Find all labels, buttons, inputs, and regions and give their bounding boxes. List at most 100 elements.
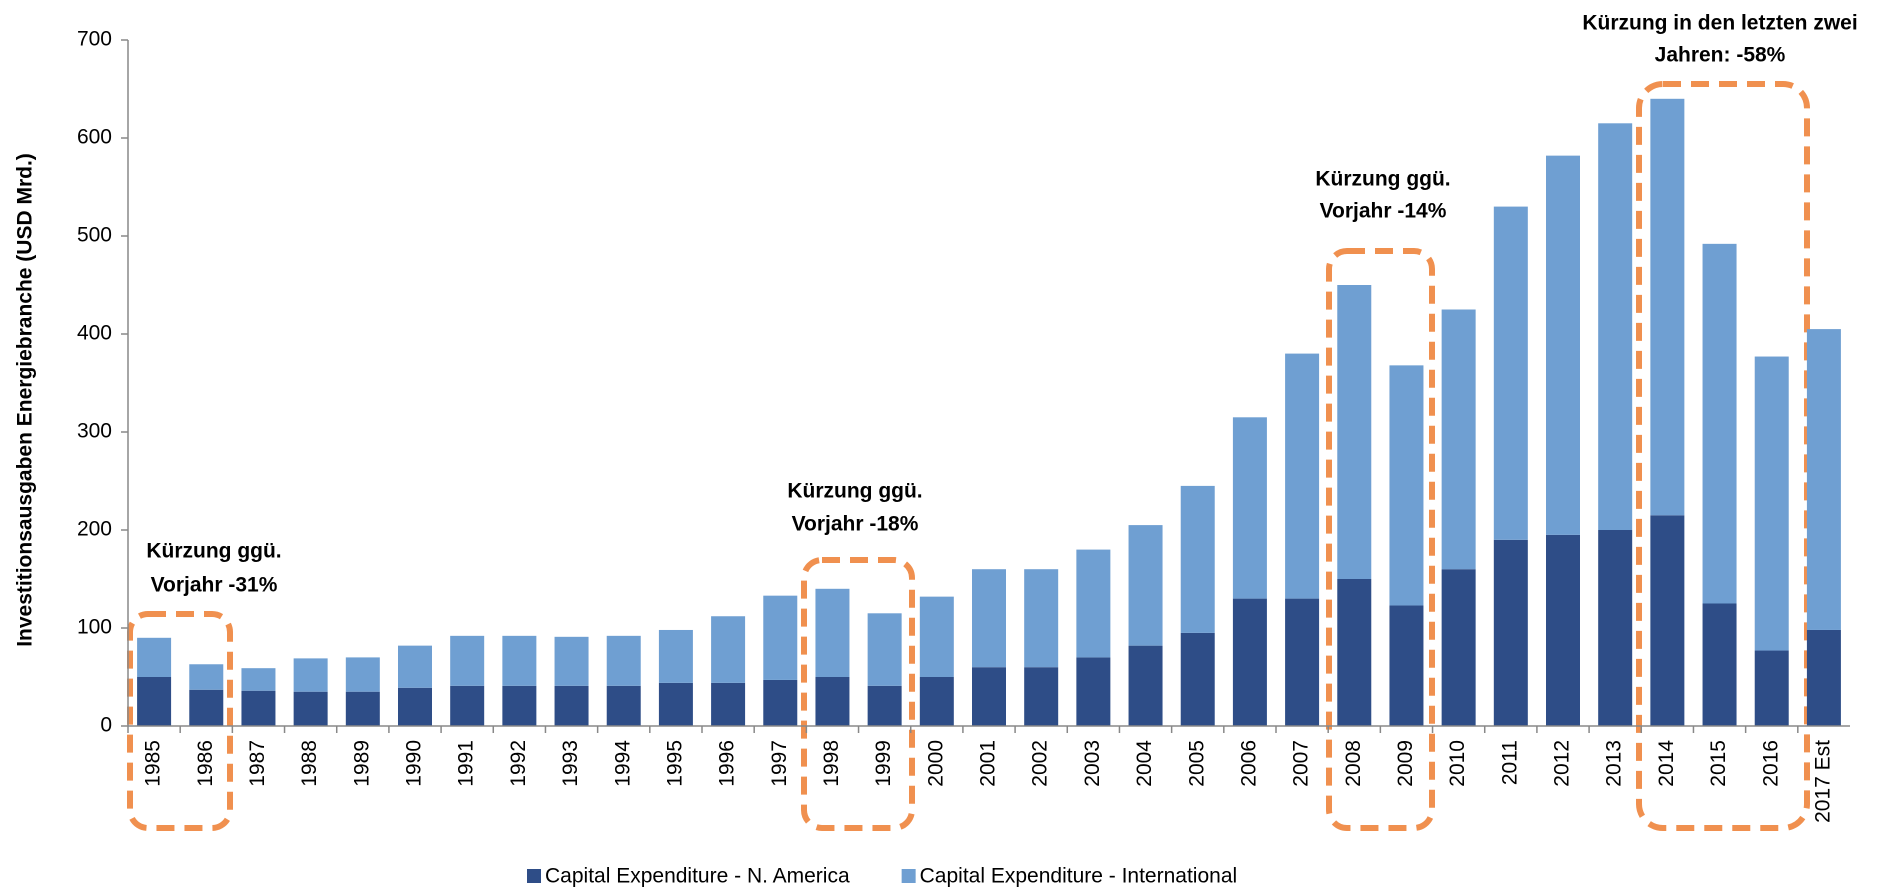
y-tick-label: 200 (77, 518, 112, 541)
bar-segment (293, 691, 328, 726)
bar-segment (189, 664, 224, 690)
legend-label: Capital Expenditure - International (920, 865, 1238, 888)
bar-segment (1754, 356, 1789, 651)
bar-segment (189, 689, 224, 726)
x-tick-label: 2008 (1342, 740, 1365, 787)
x-tick-label: 1999 (872, 740, 895, 787)
bar-segment (293, 658, 328, 692)
bar-segment (1024, 667, 1059, 726)
annotation: Vorjahr -31% (151, 574, 278, 597)
x-tick-label: 2013 (1603, 740, 1626, 787)
bar-segment (1232, 598, 1267, 726)
bar-segment (1754, 650, 1789, 726)
x-tick-label: 2002 (1029, 740, 1052, 787)
x-tick-label: 2010 (1446, 740, 1469, 787)
bar-segment (1806, 329, 1841, 630)
bar-segment (815, 588, 850, 677)
bar-segment (398, 687, 432, 726)
legend-label: Capital Expenditure - N. America (545, 865, 850, 888)
bar-segment (919, 596, 954, 677)
x-tick-label: 1993 (559, 740, 582, 787)
bar-segment (1806, 629, 1841, 726)
annotation: Kürzung ggü. (146, 540, 281, 563)
x-tick-label: 1989 (350, 740, 373, 787)
bar-segment (1389, 605, 1424, 726)
y-tick-label: 700 (77, 28, 112, 51)
bar-segment (1650, 98, 1685, 516)
x-tick-label: 1988 (298, 740, 321, 787)
bar-segment (763, 595, 798, 680)
bar-segment (1546, 155, 1580, 535)
bar-segment (1598, 123, 1633, 531)
x-tick-label: 1996 (716, 740, 739, 787)
x-tick-label: 2014 (1655, 740, 1678, 787)
x-tick-label: 1994 (611, 740, 634, 787)
x-tick-label: 1997 (768, 740, 791, 787)
bar-segment (502, 635, 537, 686)
y-tick-label: 400 (77, 322, 112, 345)
x-tick-label: 2003 (1081, 740, 1104, 787)
x-tick-label: 1985 (142, 740, 165, 787)
x-tick-label: 2007 (1290, 740, 1313, 787)
x-tick-label: 1986 (194, 740, 217, 787)
highlight-box (127, 611, 233, 831)
y-axis-label: Investitionsausgaben Energiebranche (USD… (14, 153, 37, 647)
bar-segment (1702, 603, 1737, 726)
bar-segment (1128, 525, 1163, 646)
bar-segment (919, 677, 954, 726)
bar-segment (658, 682, 693, 726)
bar-segment (241, 690, 276, 726)
bar-segment (1546, 534, 1580, 726)
bar-segment (1598, 530, 1633, 726)
bar-segment (606, 635, 641, 686)
x-tick-label: 2015 (1707, 740, 1730, 787)
bar-segment (345, 691, 380, 726)
y-tick-label: 0 (100, 714, 112, 737)
x-tick-label: 1995 (663, 740, 686, 787)
y-tick-label: 600 (77, 126, 112, 149)
bar-segment (1024, 569, 1059, 668)
annotation: Kürzung ggü. (1315, 168, 1450, 191)
bar-segment (241, 668, 276, 691)
bar-segment (1180, 632, 1215, 726)
x-tick-label: 1998 (820, 740, 843, 787)
bar-segment (1493, 539, 1528, 726)
bar-segment (1076, 657, 1111, 726)
x-tick-label: 2006 (1237, 740, 1260, 787)
bar-segment (450, 685, 485, 726)
x-tick-label: 1990 (403, 740, 426, 787)
bar-segment (972, 667, 1006, 726)
x-tick-label: 2000 (924, 740, 947, 787)
bar-segment (658, 629, 693, 683)
bar-segment (1232, 417, 1267, 599)
bar-segment (1441, 309, 1476, 570)
bar-segment (1650, 515, 1685, 726)
bar-segment (137, 677, 172, 726)
annotation: Kürzung ggü. (787, 480, 922, 503)
bar-segment (1337, 285, 1372, 579)
bar-segment (867, 685, 902, 726)
bar-segment (711, 682, 746, 726)
bar-segment (1076, 549, 1111, 658)
legend-swatch (527, 869, 541, 883)
bar-segment (711, 616, 746, 683)
annotation: Kürzung in den letzten zwei (1582, 12, 1857, 35)
bar-segment (398, 645, 432, 688)
bar-segment (345, 657, 380, 692)
x-tick-label: 1991 (455, 740, 478, 787)
annotation: Jahren: -58% (1655, 44, 1786, 67)
x-tick-label: 2012 (1551, 740, 1574, 787)
bar-segment (502, 685, 537, 726)
bar-segment (1493, 206, 1528, 540)
y-tick-label: 300 (77, 420, 112, 443)
bar-segment (1285, 353, 1320, 599)
y-tick-label: 100 (77, 616, 112, 639)
x-tick-label: 2001 (977, 740, 1000, 787)
bar-segment (606, 685, 641, 726)
x-tick-label: 1992 (507, 740, 530, 787)
bar-segment (1128, 645, 1163, 726)
highlight-box (1326, 248, 1435, 831)
bar-segment (554, 685, 589, 726)
highlight-box (801, 557, 915, 831)
